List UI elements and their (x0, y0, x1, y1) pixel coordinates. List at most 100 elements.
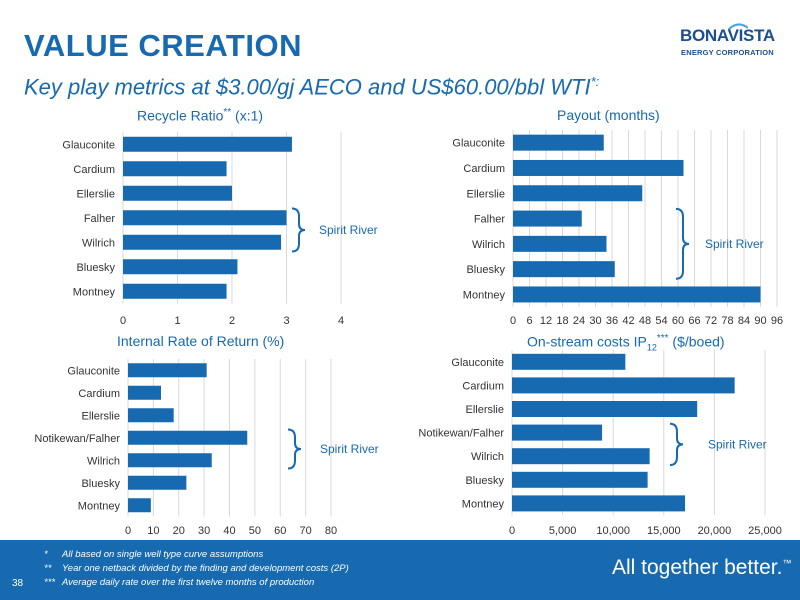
x-tick-label: 90 (754, 315, 766, 327)
bar-ellerslie (513, 185, 643, 202)
bar-bluesky (513, 261, 615, 278)
footnote-1: * All based on single well type curve ass… (44, 549, 263, 560)
bar-wilrich (128, 453, 212, 468)
footnote-1-mark: * (44, 549, 48, 560)
x-tick-label: 4 (338, 315, 344, 327)
subtitle-footnote-mark: *: (590, 74, 600, 89)
x-tick-label: 0 (510, 315, 516, 327)
onstream-title-unit: ($/boed) (668, 333, 725, 350)
category-label: Cardium (78, 388, 120, 400)
tagline-text: All together better. (612, 556, 783, 579)
x-tick-label: 12 (540, 315, 552, 327)
x-tick-label: 24 (573, 315, 585, 327)
x-tick-label: 0 (125, 525, 131, 537)
bar-notikewan-falher (128, 430, 248, 445)
bar-falher (513, 210, 582, 227)
category-label: Montney (73, 286, 116, 298)
bar-wilrich (513, 235, 607, 252)
category-label: Ellerslie (81, 410, 120, 422)
bar-wilrich (123, 234, 282, 250)
category-label: Glauconite (452, 138, 505, 150)
category-label: Wilrich (82, 237, 115, 249)
bar-ellerslie (128, 408, 174, 423)
x-tick-label: 6 (526, 315, 532, 327)
category-label: Montney (78, 500, 121, 512)
category-label: Glauconite (67, 365, 120, 377)
x-tick-label: 0 (120, 315, 126, 327)
brace-icon (287, 428, 302, 470)
category-label: Cardium (462, 380, 504, 392)
x-tick-label: 1 (174, 315, 180, 327)
footnote-1-text: All based on single well type curve assu… (62, 549, 264, 560)
bar-bluesky (512, 471, 648, 488)
brace-icon (291, 207, 306, 253)
footnote-2-text: Year one netback divided by the finding … (62, 563, 349, 574)
category-label: Ellerslie (466, 188, 505, 200)
bar-glauconite (123, 136, 292, 152)
footer-bar (0, 540, 800, 600)
category-label: Falher (84, 213, 116, 225)
bar-cardium (123, 161, 227, 177)
x-tick-label: 60 (274, 525, 286, 537)
bar-wilrich (512, 448, 650, 465)
tagline: All together better.™ (612, 556, 791, 580)
bar-montney (512, 495, 686, 512)
onstream-title-text: On-stream costs IP (527, 333, 647, 350)
x-tick-label: 2 (229, 315, 235, 327)
footnote-2-mark: ** (44, 563, 52, 574)
category-label: Cardium (463, 163, 505, 175)
bar-ellerslie (512, 401, 698, 417)
x-tick-label: 25,000 (748, 525, 782, 537)
x-tick-label: 84 (738, 315, 750, 327)
x-tick-label: 3 (283, 315, 289, 327)
x-tick-label: 18 (556, 315, 568, 327)
category-label: Wilrich (472, 239, 505, 251)
bar-cardium (128, 385, 161, 400)
recycle-title-unit: (x:1) (231, 107, 264, 124)
x-tick-label: 5,000 (549, 525, 577, 537)
x-tick-label: 96 (771, 315, 783, 327)
page-subtitle: Key play metrics at $3.00/gj AECO and US… (24, 74, 599, 100)
bar-glauconite (128, 363, 207, 378)
onstream-title-sub: 12 (646, 342, 657, 353)
page-title: VALUE CREATION (24, 28, 302, 63)
irr-title: Internal Rate of Return (%) (117, 333, 285, 349)
x-tick-label: 15,000 (647, 525, 681, 537)
category-label: Ellerslie (465, 404, 504, 416)
bar-cardium (512, 377, 735, 394)
bar-bluesky (123, 259, 238, 275)
tagline-trademark: ™ (782, 558, 792, 568)
footnote-3-mark: *** (44, 577, 56, 588)
group-label-spirit-river: Spirit River (708, 437, 767, 451)
footnote-2: ** Year one netback divided by the findin… (44, 563, 349, 574)
category-label: Falher (474, 214, 506, 226)
x-tick-label: 50 (249, 525, 261, 537)
group-label-spirit-river: Spirit River (320, 442, 379, 456)
category-label: Montney (463, 289, 506, 301)
category-label: Wilrich (471, 451, 504, 463)
x-tick-label: 30 (589, 315, 601, 327)
category-label: Cardium (73, 164, 115, 176)
x-tick-label: 42 (622, 315, 634, 327)
footnote-3: *** Average daily rate over the first twe… (44, 577, 314, 588)
category-label: Notikewan/Falher (34, 433, 120, 445)
bar-glauconite (513, 134, 604, 151)
footnote-3-text: Average daily rate over the first twelve… (62, 577, 315, 588)
page-number: 38 (12, 578, 24, 589)
bar-glauconite (512, 353, 626, 370)
brace-icon (669, 422, 684, 466)
logo-subtitle: ENERGY CORPORATION (681, 48, 774, 57)
x-tick-label: 20,000 (698, 525, 732, 537)
category-label: Notikewan/Falher (418, 428, 504, 440)
group-label-spirit-river: Spirit River (705, 237, 764, 251)
recycle-ratio-title: Recycle Ratio** (x:1) (137, 107, 263, 124)
category-label: Bluesky (466, 264, 505, 276)
logo-name: BONAVISTA (680, 26, 775, 45)
company-logo: BONAVISTA ENERGY CORPORATION (680, 22, 780, 64)
x-tick-label: 30 (198, 525, 210, 537)
brace-icon (675, 207, 690, 280)
x-tick-label: 80 (325, 525, 337, 537)
